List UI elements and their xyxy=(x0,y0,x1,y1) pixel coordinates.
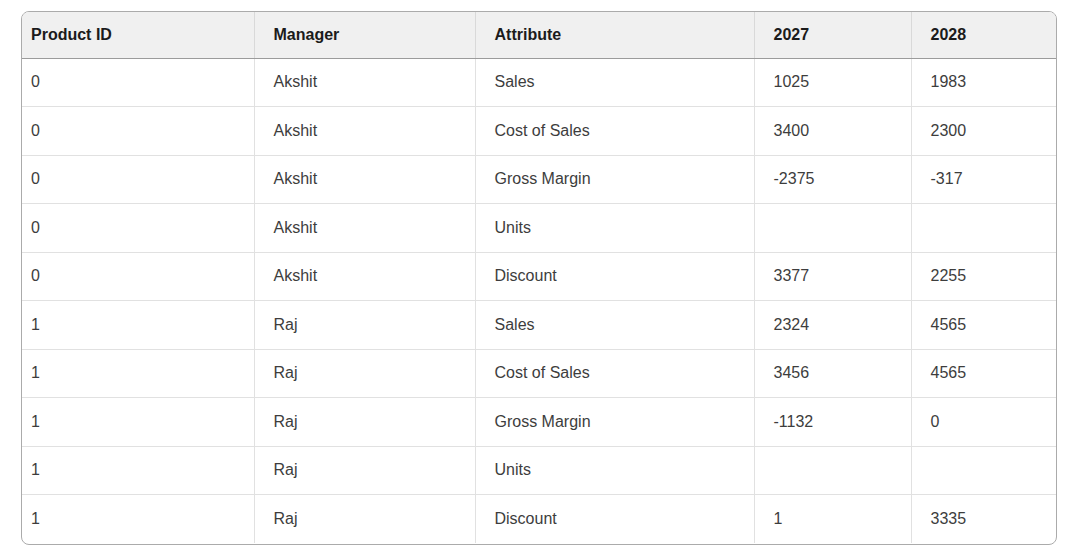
cell-2028: 1983 xyxy=(911,58,1057,107)
cell-attribute: Cost of Sales xyxy=(475,107,754,156)
cell-manager: Raj xyxy=(254,301,475,350)
cell-2027: 3377 xyxy=(754,252,911,301)
cell-2028 xyxy=(911,204,1057,253)
cell-manager: Raj xyxy=(254,349,475,398)
cell-manager: Akshit xyxy=(254,204,475,253)
cell-attribute: Units xyxy=(475,204,754,253)
table-row[interactable]: 1 Raj Discount 1 3335 xyxy=(22,495,1057,544)
table-row[interactable]: 0 Akshit Gross Margin -2375 -317 xyxy=(22,155,1057,204)
cell-manager: Akshit xyxy=(254,58,475,107)
cell-2027 xyxy=(754,446,911,495)
column-header-attribute[interactable]: Attribute xyxy=(475,12,754,58)
cell-product-id: 0 xyxy=(22,107,254,156)
cell-attribute: Cost of Sales xyxy=(475,349,754,398)
column-header-2027[interactable]: 2027 xyxy=(754,12,911,58)
cell-manager: Raj xyxy=(254,398,475,447)
cell-2028: 3335 xyxy=(911,495,1057,544)
cell-2027: 2324 xyxy=(754,301,911,350)
cell-2028 xyxy=(911,446,1057,495)
table-row[interactable]: 0 Akshit Discount 3377 2255 xyxy=(22,252,1057,301)
cell-product-id: 1 xyxy=(22,398,254,447)
cell-attribute: Discount xyxy=(475,495,754,544)
cell-2028: 4565 xyxy=(911,349,1057,398)
cell-attribute: Sales xyxy=(475,58,754,107)
cell-attribute: Sales xyxy=(475,301,754,350)
cell-manager: Akshit xyxy=(254,107,475,156)
cell-2027: 3400 xyxy=(754,107,911,156)
product-manager-table: Product ID Manager Attribute 2027 2028 0… xyxy=(22,12,1057,543)
table-row[interactable]: 1 Raj Cost of Sales 3456 4565 xyxy=(22,349,1057,398)
table-row[interactable]: 0 Akshit Cost of Sales 3400 2300 xyxy=(22,107,1057,156)
cell-manager: Akshit xyxy=(254,252,475,301)
cell-manager: Raj xyxy=(254,495,475,544)
header-row: Product ID Manager Attribute 2027 2028 xyxy=(22,12,1057,58)
table-row[interactable]: 1 Raj Units xyxy=(22,446,1057,495)
column-header-product-id[interactable]: Product ID xyxy=(22,12,254,58)
cell-manager: Raj xyxy=(254,446,475,495)
column-header-manager[interactable]: Manager xyxy=(254,12,475,58)
cell-2028: 0 xyxy=(911,398,1057,447)
cell-2027: -2375 xyxy=(754,155,911,204)
cell-2027 xyxy=(754,204,911,253)
column-header-2028[interactable]: 2028 xyxy=(911,12,1057,58)
table-row[interactable]: 1 Raj Sales 2324 4565 xyxy=(22,301,1057,350)
cell-2027: 1025 xyxy=(754,58,911,107)
cell-product-id: 0 xyxy=(22,204,254,253)
cell-product-id: 1 xyxy=(22,301,254,350)
cell-product-id: 1 xyxy=(22,446,254,495)
table-row[interactable]: 0 Akshit Sales 1025 1983 xyxy=(22,58,1057,107)
cell-product-id: 0 xyxy=(22,252,254,301)
cell-2027: -1132 xyxy=(754,398,911,447)
cell-2028: -317 xyxy=(911,155,1057,204)
cell-2028: 2255 xyxy=(911,252,1057,301)
cell-product-id: 0 xyxy=(22,58,254,107)
cell-attribute: Discount xyxy=(475,252,754,301)
cell-attribute: Units xyxy=(475,446,754,495)
cell-2028: 2300 xyxy=(911,107,1057,156)
data-table: Product ID Manager Attribute 2027 2028 0… xyxy=(21,11,1057,545)
cell-product-id: 1 xyxy=(22,349,254,398)
cell-2028: 4565 xyxy=(911,301,1057,350)
cell-product-id: 0 xyxy=(22,155,254,204)
cell-2027: 1 xyxy=(754,495,911,544)
cell-2027: 3456 xyxy=(754,349,911,398)
table-row[interactable]: 0 Akshit Units xyxy=(22,204,1057,253)
cell-product-id: 1 xyxy=(22,495,254,544)
table-row[interactable]: 1 Raj Gross Margin -1132 0 xyxy=(22,398,1057,447)
cell-attribute: Gross Margin xyxy=(475,155,754,204)
cell-manager: Akshit xyxy=(254,155,475,204)
cell-attribute: Gross Margin xyxy=(475,398,754,447)
